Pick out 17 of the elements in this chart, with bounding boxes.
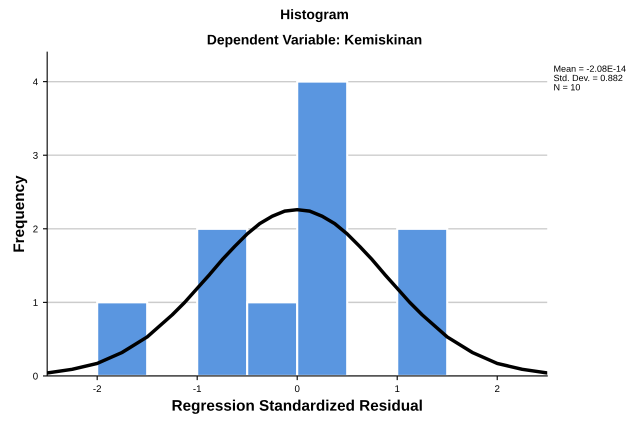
text: Std. Dev. = 0.882: [554, 74, 622, 82]
text: Mean = -2.08E-14: [554, 65, 626, 72]
y-axis-title: Frequency: [14, 176, 28, 252]
x-tick-label: 1: [395, 385, 400, 392]
y-tick-label: 1: [33, 299, 38, 306]
chart-subtitle: Dependent Variable: Kemiskinan: [208, 34, 422, 48]
x-tick-label: -2: [93, 385, 102, 392]
x-axis-title: Regression Standardized Residual: [172, 400, 422, 414]
x-tick-label: 0: [294, 385, 300, 392]
x-tick-label: 2: [495, 385, 500, 392]
chart-title: Histogram: [281, 9, 348, 22]
y-tick-label: 3: [33, 152, 38, 159]
y-tick-label: 2: [33, 226, 38, 232]
y-tick-label: 0: [33, 372, 38, 380]
y-tick-label: 4: [32, 78, 38, 86]
text: N = 10: [554, 84, 580, 90]
x-tick-label: -1: [193, 385, 202, 392]
